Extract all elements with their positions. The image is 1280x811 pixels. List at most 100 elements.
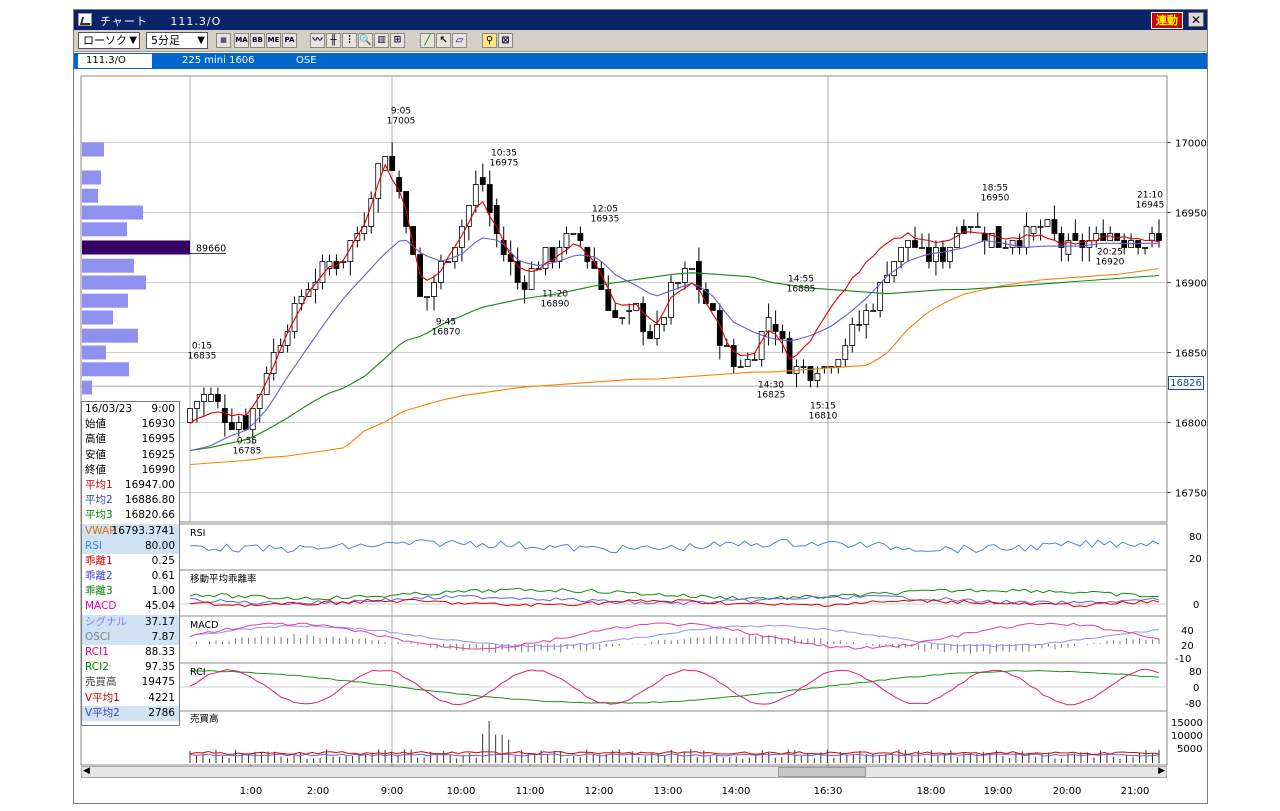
ohlc-value: 7.87 bbox=[151, 630, 175, 643]
rci1-line bbox=[189, 668, 1160, 706]
x-tick-label: 10:00 bbox=[447, 786, 476, 797]
candle-body bbox=[668, 282, 674, 318]
price-annotation-price: 16870 bbox=[432, 328, 461, 338]
title-bar[interactable]: チャート 111.3/O 連動 ✕ bbox=[74, 10, 1207, 30]
ohlc-row: 乖離2 0.61 bbox=[82, 569, 179, 584]
candle-body bbox=[877, 282, 884, 311]
candle-body bbox=[967, 226, 974, 228]
candle-body bbox=[933, 247, 939, 262]
candle-body bbox=[424, 296, 430, 298]
candle-body bbox=[1065, 240, 1072, 255]
window-title: チャート bbox=[100, 15, 148, 28]
candle-body bbox=[870, 310, 877, 312]
scroll-right-icon[interactable]: ▶ bbox=[1158, 766, 1165, 776]
ohlc-label: V平均1 bbox=[85, 691, 120, 704]
y-tick-label: 16750 bbox=[1175, 489, 1207, 500]
ohlc-label: RCI2 bbox=[85, 661, 109, 674]
bb-icon[interactable]: BB bbox=[250, 33, 265, 48]
close-icon[interactable]: ✕ bbox=[1188, 12, 1204, 27]
link-button[interactable]: 連動 bbox=[1151, 12, 1183, 29]
cursor-icon[interactable]: ↖ bbox=[436, 33, 451, 48]
x-tick-label: 18:00 bbox=[917, 786, 946, 797]
rsi-tick: 80 bbox=[1189, 532, 1202, 543]
ohlc-date: 16/03/23 bbox=[85, 403, 133, 415]
candle-body bbox=[1044, 219, 1051, 227]
interval-select[interactable]: 5分足 ▼ bbox=[146, 32, 208, 49]
volume-tick: 5000 bbox=[1177, 744, 1202, 755]
macd-tick: -10 bbox=[1175, 654, 1191, 665]
ohlc-row: RCI2 97.35 bbox=[82, 660, 179, 675]
ohlc-row: 高値 16995 bbox=[82, 432, 179, 447]
rsi-line bbox=[189, 539, 1160, 554]
ohlc-label: 乖離3 bbox=[85, 585, 113, 598]
ohlc-value: 4221 bbox=[148, 691, 175, 704]
candle-body bbox=[751, 359, 758, 361]
horizontal-scrollbar[interactable]: ◀ ▶ bbox=[81, 766, 1167, 778]
x-tick-label: 20:00 bbox=[1053, 786, 1082, 797]
scroll-left-icon[interactable]: ◀ bbox=[83, 766, 90, 776]
pa-icon[interactable]: PA bbox=[282, 33, 297, 48]
price-chart[interactable]: 17000 16950 16900 16850 16800 16750 1:00 2:00 9:… bbox=[74, 10, 1209, 805]
chart-type-select[interactable]: ローソク ▼ bbox=[78, 32, 140, 49]
ma-icon[interactable]: MA bbox=[234, 33, 249, 48]
candle-body bbox=[528, 268, 535, 290]
candle-body bbox=[291, 303, 298, 332]
eraser-icon[interactable]: ▱ bbox=[452, 33, 467, 48]
candle-body bbox=[1079, 240, 1086, 248]
volume-ma2-line bbox=[189, 753, 1160, 757]
price-annotation-price: 16890 bbox=[541, 300, 570, 310]
volume-profile-bar bbox=[82, 328, 138, 343]
x-tick-label: 11:00 bbox=[516, 786, 545, 797]
price-annotation-time: 11:20 bbox=[542, 290, 568, 300]
candle-body bbox=[960, 226, 967, 234]
deviation1-line bbox=[189, 598, 1160, 608]
candle-body bbox=[577, 233, 584, 241]
chart-window: チャート 111.3/O 連動 ✕ ローソク ▼ 5分足 ▼ ▦ MA BB ME … bbox=[73, 9, 1208, 804]
candle-body bbox=[1016, 240, 1023, 248]
ohlc-label: 売買高 bbox=[85, 676, 117, 689]
ohlc-row: V平均1 4221 bbox=[82, 691, 179, 706]
candle-body bbox=[382, 156, 389, 171]
volume-profile-bar bbox=[82, 310, 113, 325]
ohlc-value: 88.33 bbox=[144, 646, 175, 658]
candle-body bbox=[1156, 233, 1162, 241]
volume-tick: 10000 bbox=[1171, 731, 1203, 742]
candle-body bbox=[821, 366, 828, 368]
panel-frame-3 bbox=[80, 615, 1168, 664]
volume-profile-bar bbox=[82, 142, 104, 157]
delete-drawing-icon[interactable]: ⊠ bbox=[498, 33, 513, 48]
candle-body bbox=[347, 240, 354, 262]
candle-body bbox=[208, 394, 214, 402]
ohlc-value: 2786 bbox=[148, 706, 175, 719]
candle-body bbox=[514, 261, 521, 283]
settings-icon[interactable]: ▦ bbox=[216, 33, 231, 48]
candle-body bbox=[410, 226, 416, 255]
price-annotation-time: 14:30 bbox=[758, 381, 784, 391]
search-icon[interactable]: ⚲ bbox=[482, 33, 497, 48]
volume-profile-bar bbox=[82, 170, 101, 185]
ohlc-value: 16930 bbox=[141, 418, 175, 431]
panel-frame-1 bbox=[80, 523, 1168, 571]
candle-body bbox=[431, 282, 437, 297]
ohlc-row: 売買高 19475 bbox=[82, 675, 179, 690]
candle-body bbox=[375, 163, 382, 199]
zoom-icon[interactable]: 🔍 bbox=[358, 33, 373, 48]
ohlc-row: 平均1 16947.00 bbox=[82, 478, 179, 493]
candle-body bbox=[465, 205, 472, 227]
indicator-icon[interactable]: ▥ bbox=[374, 33, 389, 48]
scroll-thumb[interactable] bbox=[778, 767, 866, 777]
draw-line-icon[interactable]: ╱ bbox=[420, 33, 435, 48]
price-annotation-time: 15:15 bbox=[810, 402, 836, 412]
bar-chart-icon[interactable]: ⫶ bbox=[342, 33, 357, 48]
candle-icon[interactable]: ╫ bbox=[326, 33, 341, 48]
price-annotation-time: 0:15 bbox=[192, 342, 212, 352]
me-icon[interactable]: ME bbox=[266, 33, 281, 48]
compare-icon[interactable]: ⊞ bbox=[390, 33, 405, 48]
ohlc-row: 乖離3 1.00 bbox=[82, 584, 179, 599]
price-annotation-time: 18:55 bbox=[982, 183, 1008, 193]
volume-profile-label: 89660 bbox=[196, 244, 226, 255]
volume-profile-bar bbox=[82, 258, 134, 273]
candle-body bbox=[981, 233, 988, 241]
ohlc-value: 0.25 bbox=[151, 554, 175, 567]
line-chart-icon[interactable]: 〰 bbox=[310, 33, 325, 48]
